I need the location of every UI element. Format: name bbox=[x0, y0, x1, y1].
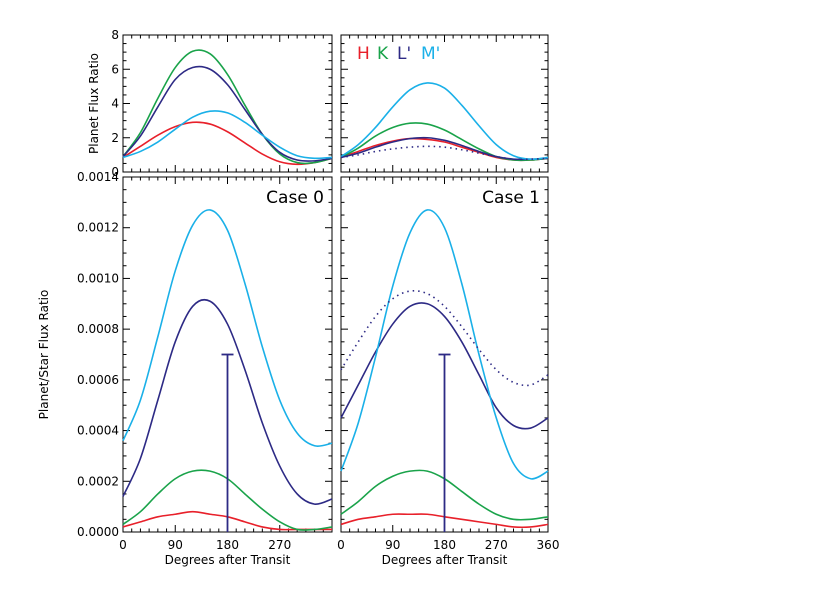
series-line-lp bbox=[340, 136, 549, 161]
series-line-h bbox=[122, 121, 333, 166]
legend-label-lp: L' bbox=[397, 44, 411, 64]
legend-label-k: K bbox=[377, 44, 389, 64]
y-tick-label: 8 bbox=[111, 28, 119, 42]
panel-top-right: H K L' M' bbox=[340, 34, 549, 173]
x-tick-label: 90 bbox=[168, 538, 183, 552]
plot-frame bbox=[340, 34, 549, 173]
case-label: Case 1 bbox=[482, 188, 540, 208]
x-tick-label: 0 bbox=[337, 538, 345, 552]
y-tick-label: 0.0002 bbox=[77, 474, 119, 488]
series-line-mp bbox=[122, 110, 333, 160]
panel-bottom-left: 0 90 180 270 0.0000 0.0002 0.0004 0.0006 0.0008 0… bbox=[37, 170, 333, 567]
y-tick-label: 0.0014 bbox=[77, 170, 119, 184]
y-axis-title: Planet Flux Ratio bbox=[87, 53, 101, 154]
series-line-mp bbox=[340, 209, 549, 480]
x-tick-label: 270 bbox=[485, 538, 508, 552]
y-tick-label: 0.0008 bbox=[77, 322, 119, 336]
y-tick-label: 2 bbox=[111, 131, 119, 145]
y-tick-label: 0.0004 bbox=[77, 424, 119, 438]
series-line-lp bbox=[340, 302, 549, 430]
x-tick-label: 180 bbox=[216, 538, 239, 552]
y-tick-label: 6 bbox=[111, 62, 119, 76]
y-axis-title: Planet/Star Flux Ratio bbox=[37, 290, 51, 420]
panel-top-left: 0 2 4 6 8 Planet Flux Ratio bbox=[87, 28, 333, 179]
x-tick-label: 360 bbox=[537, 538, 560, 552]
series-line-mp bbox=[340, 82, 549, 160]
x-tick-label: 0 bbox=[119, 538, 127, 552]
series-line-k bbox=[340, 122, 549, 162]
y-tick-label: 0.0006 bbox=[77, 373, 119, 387]
x-tick-label: 90 bbox=[385, 538, 400, 552]
panel-bottom-right: 0 90 180 270 360 Degrees after Transit Case 1 bbox=[337, 176, 560, 567]
x-axis-title: Degrees after Transit bbox=[165, 553, 291, 567]
y-tick-label: 4 bbox=[111, 97, 119, 111]
y-tick-label: 0 bbox=[111, 165, 119, 179]
series-line-lp bbox=[122, 65, 333, 162]
y-tick-label: 0.0010 bbox=[77, 271, 119, 285]
y-tick-label: 0.0012 bbox=[77, 221, 119, 235]
legend-label-mp: M' bbox=[421, 44, 440, 64]
case-label: Case 0 bbox=[266, 188, 324, 208]
series-line-k bbox=[122, 49, 333, 165]
series-line-lp bbox=[122, 298, 333, 505]
legend-label-h: H bbox=[357, 44, 370, 64]
series-line-mp bbox=[122, 209, 333, 447]
y-tick-label: 0.0000 bbox=[77, 525, 119, 539]
x-tick-label: 180 bbox=[433, 538, 456, 552]
x-tick-label: 270 bbox=[268, 538, 291, 552]
x-axis-title: Degrees after Transit bbox=[382, 553, 508, 567]
